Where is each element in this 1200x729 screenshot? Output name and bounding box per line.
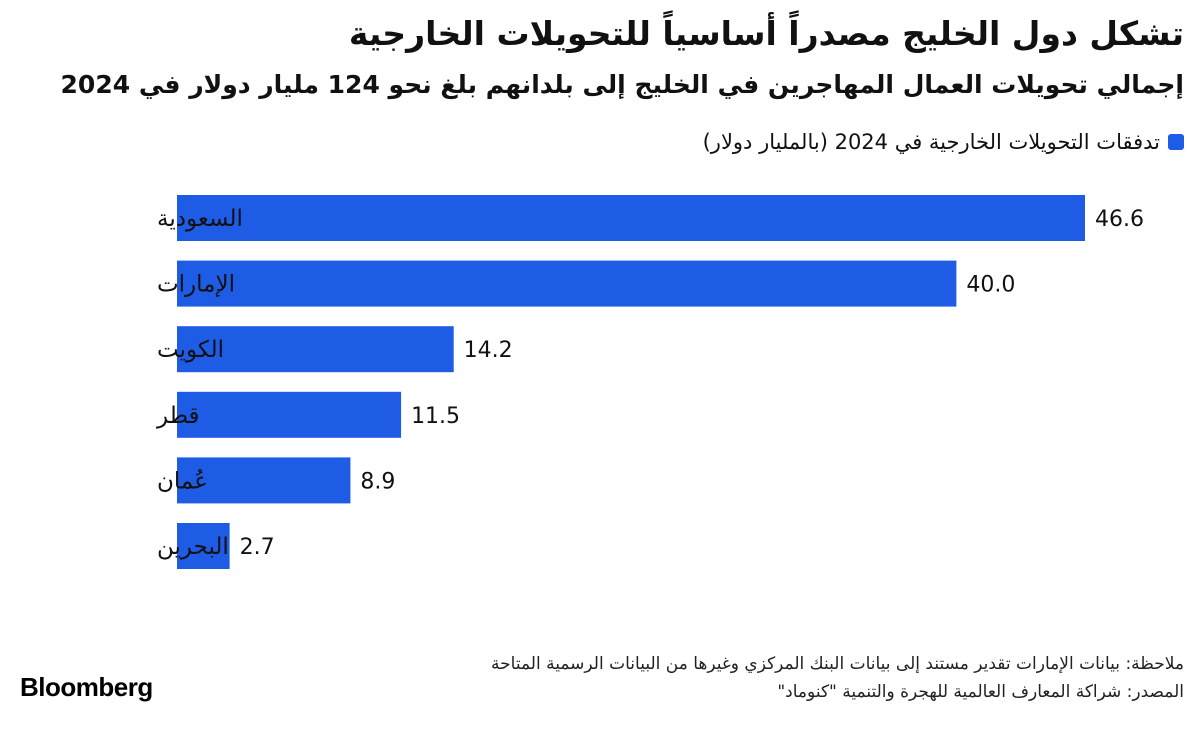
bar-chart: 46.6 السعودية 40.0 الإمارات 14.2 الكويت 11.5 قط… (156, 195, 1144, 569)
legend-swatch (1168, 134, 1184, 150)
chart-title: تشكل دول الخليج مصدراً أساسياً للتحويلات… (348, 14, 1184, 53)
category-label: السعودية (157, 206, 243, 232)
bar-value-label: 8.9 (360, 469, 395, 494)
category-label: الإمارات (157, 272, 235, 298)
bar (177, 195, 1085, 241)
note-text: ملاحظة: بيانات الإمارات تقدير مستند إلى … (491, 654, 1184, 674)
footnotes: ملاحظة: بيانات الإمارات تقدير مستند إلى … (491, 650, 1184, 706)
bar-value-label: 11.5 (411, 404, 460, 429)
bar (177, 326, 454, 373)
bar-value-label: 14.2 (464, 338, 513, 363)
legend: تدفقات التحويلات الخارجية في 2024 (بالمل… (703, 130, 1184, 154)
category-label: عُمان (157, 468, 208, 494)
category-label: البحرين (157, 534, 229, 560)
bar-value-label: 40.0 (966, 273, 1015, 298)
bar-value-label: 2.7 (240, 535, 275, 560)
source-text: المصدر: شراكة المعارف العالمية للهجرة وا… (777, 682, 1184, 702)
bar (177, 391, 402, 438)
bar (177, 457, 351, 504)
bar-value-label: 46.6 (1095, 207, 1144, 232)
bloomberg-logo: Bloomberg (20, 672, 153, 702)
bar (177, 260, 957, 307)
category-label: الكويت (157, 337, 224, 363)
category-label: قطر (156, 403, 200, 429)
legend-label: تدفقات التحويلات الخارجية في 2024 (بالمل… (702, 130, 1160, 154)
chart-subtitle: إجمالي تحويلات العمال المهاجرين في الخلي… (60, 70, 1184, 99)
bar (177, 523, 230, 569)
